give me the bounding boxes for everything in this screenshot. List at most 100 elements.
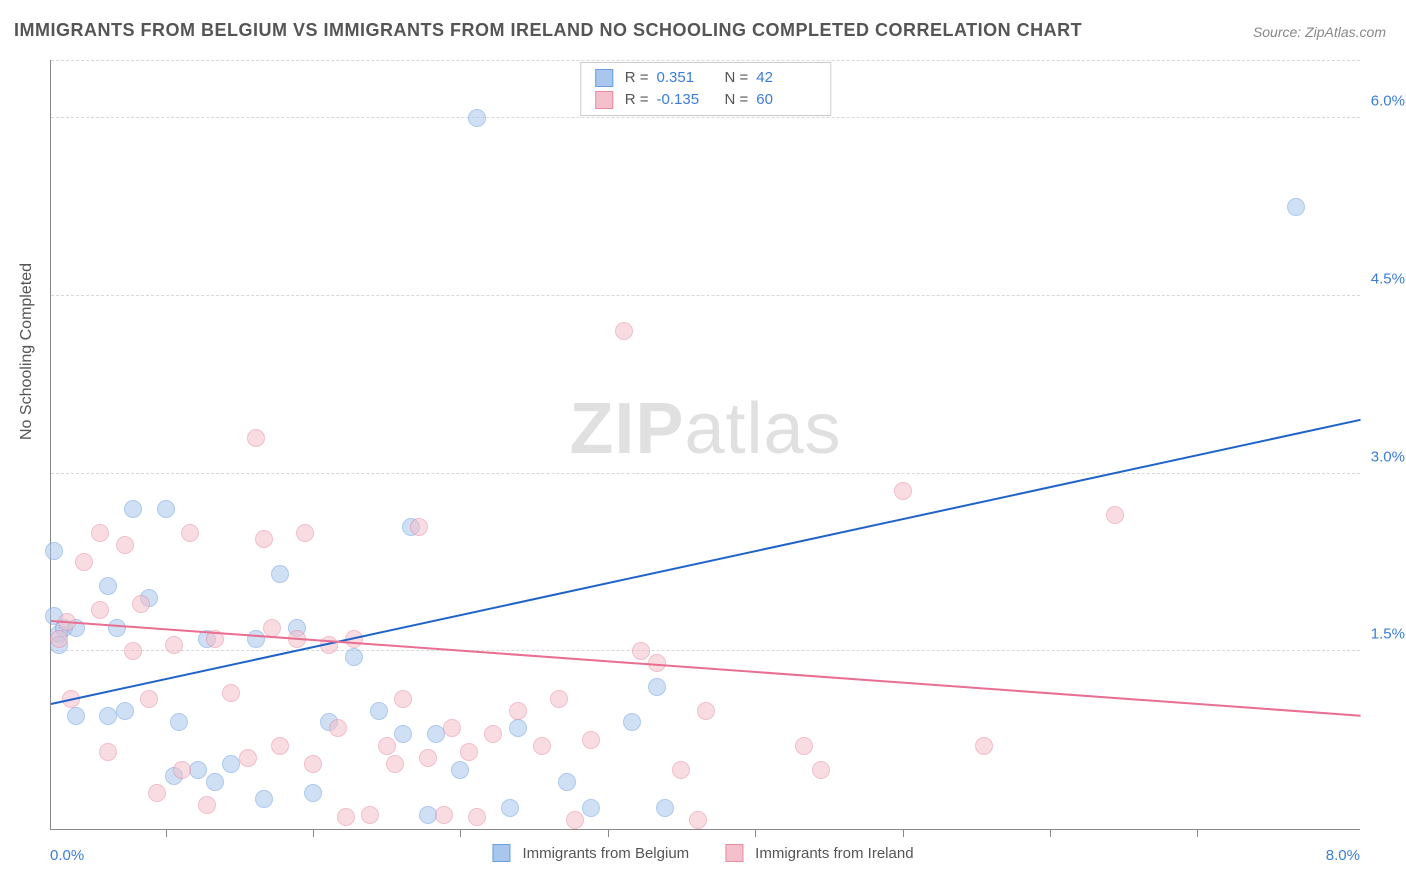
data-point <box>795 737 813 755</box>
x-tick <box>166 829 167 837</box>
data-point <box>386 755 404 773</box>
data-point <box>697 702 715 720</box>
legend-swatch <box>595 91 613 109</box>
data-point <box>484 725 502 743</box>
data-point <box>894 482 912 500</box>
data-point <box>672 761 690 779</box>
legend-item: Immigrants from Belgium <box>492 844 689 862</box>
data-point <box>247 630 265 648</box>
stat-r-label: R = <box>625 67 649 89</box>
data-point <box>329 719 347 737</box>
watermark-atlas: atlas <box>684 389 841 469</box>
data-point <box>812 761 830 779</box>
gridline <box>51 295 1360 296</box>
data-point <box>419 806 437 824</box>
data-point <box>222 684 240 702</box>
data-point <box>99 743 117 761</box>
data-point <box>116 536 134 554</box>
chart-title: IMMIGRANTS FROM BELGIUM VS IMMIGRANTS FR… <box>14 20 1082 41</box>
stat-r-value: 0.351 <box>657 67 717 89</box>
data-point <box>468 109 486 127</box>
data-point <box>148 784 166 802</box>
data-point <box>1106 506 1124 524</box>
data-point <box>975 737 993 755</box>
data-point <box>181 524 199 542</box>
data-point <box>435 806 453 824</box>
y-tick-label: 3.0% <box>1371 448 1405 465</box>
legend-stats-row: R = -0.135N = 60 <box>595 89 817 111</box>
x-axis-max-label: 8.0% <box>1326 847 1360 864</box>
data-point <box>623 713 641 731</box>
data-point <box>124 500 142 518</box>
data-point <box>91 601 109 619</box>
data-point <box>67 707 85 725</box>
legend-item: Immigrants from Ireland <box>725 844 913 862</box>
data-point <box>394 725 412 743</box>
data-point <box>558 773 576 791</box>
x-tick <box>1197 829 1198 837</box>
data-point <box>501 799 519 817</box>
data-point <box>222 755 240 773</box>
gridline <box>51 650 1360 651</box>
x-tick <box>903 829 904 837</box>
data-point <box>50 630 68 648</box>
data-point <box>157 500 175 518</box>
data-point <box>124 642 142 660</box>
legend-swatch <box>725 844 743 862</box>
data-point <box>206 773 224 791</box>
x-axis-min-label: 0.0% <box>50 847 84 864</box>
data-point <box>116 702 134 720</box>
data-point <box>99 707 117 725</box>
series-legend: Immigrants from Belgium Immigrants from I… <box>492 844 913 862</box>
y-tick-label: 1.5% <box>1371 626 1405 643</box>
watermark-zip: ZIP <box>569 389 684 469</box>
data-point <box>370 702 388 720</box>
data-point <box>271 737 289 755</box>
data-point <box>239 749 257 767</box>
gridline <box>51 117 1360 118</box>
data-point <box>443 719 461 737</box>
data-point <box>198 796 216 814</box>
data-point <box>173 761 191 779</box>
legend-swatch <box>492 844 510 862</box>
data-point <box>419 749 437 767</box>
data-point <box>648 678 666 696</box>
data-point <box>189 761 207 779</box>
data-point <box>304 784 322 802</box>
data-point <box>271 565 289 583</box>
data-point <box>533 737 551 755</box>
data-point <box>468 808 486 826</box>
data-point <box>140 690 158 708</box>
data-point <box>337 808 355 826</box>
x-tick <box>608 829 609 837</box>
data-point <box>263 619 281 637</box>
data-point <box>108 619 126 637</box>
data-point <box>91 524 109 542</box>
x-tick <box>1050 829 1051 837</box>
gridline <box>51 60 1360 61</box>
data-point <box>345 648 363 666</box>
y-axis-label: No Schooling Completed <box>18 263 36 440</box>
data-point <box>1287 198 1305 216</box>
data-point <box>378 737 396 755</box>
gridline <box>51 473 1360 474</box>
data-point <box>509 719 527 737</box>
legend-label: Immigrants from Belgium <box>522 845 689 862</box>
legend-stats-row: R = 0.351 N = 42 <box>595 67 817 89</box>
y-tick-label: 4.5% <box>1371 270 1405 287</box>
watermark: ZIPatlas <box>569 388 841 470</box>
stat-n-label: N = <box>725 67 749 89</box>
plot-area: ZIPatlas R = 0.351 N = 42R = -0.135N = 60… <box>50 60 1360 830</box>
data-point <box>45 542 63 560</box>
correlation-legend: R = 0.351 N = 42R = -0.135N = 60 <box>580 62 832 116</box>
data-point <box>451 761 469 779</box>
data-point <box>165 636 183 654</box>
data-point <box>689 811 707 829</box>
data-point <box>460 743 478 761</box>
stat-r-label: R = <box>625 89 649 111</box>
y-tick-label: 6.0% <box>1371 93 1405 110</box>
data-point <box>410 518 428 536</box>
source-attribution: Source: ZipAtlas.com <box>1253 24 1386 40</box>
data-point <box>566 811 584 829</box>
stat-n-value: 42 <box>756 67 816 89</box>
